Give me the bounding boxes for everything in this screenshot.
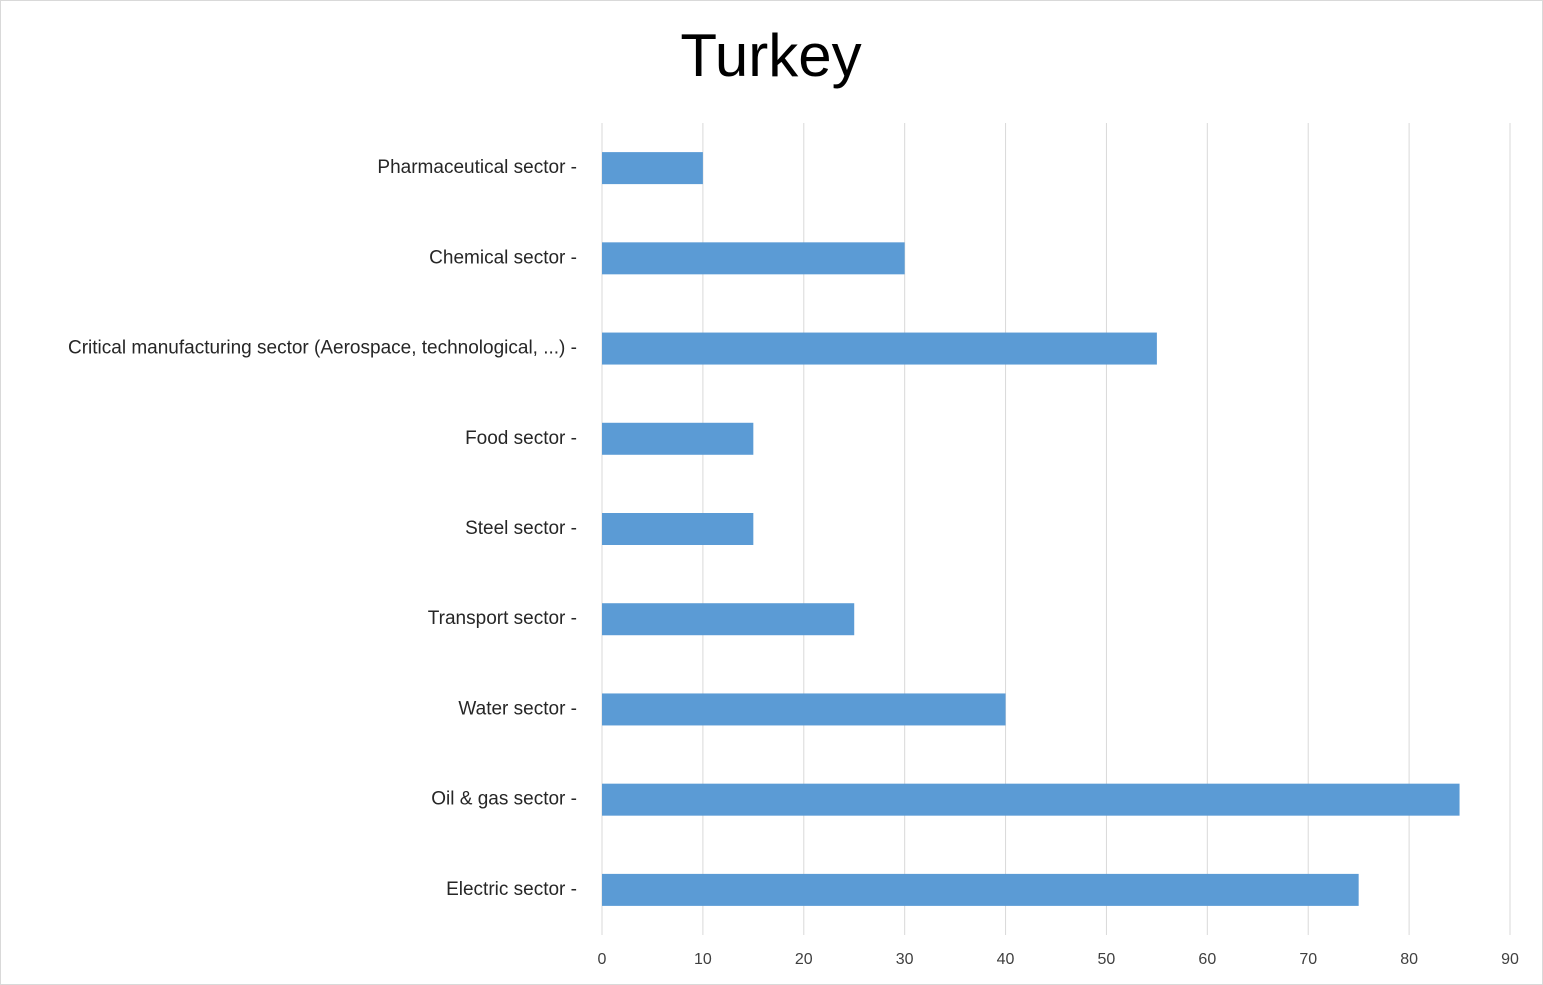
x-tick-label: 50 — [1098, 951, 1116, 968]
x-tick-label: 20 — [795, 951, 813, 968]
bar — [602, 783, 1460, 816]
bar — [602, 603, 855, 636]
y-tick-label: Water sector - — [458, 698, 577, 719]
y-tick-label: Steel sector - — [465, 518, 577, 539]
x-tick-label: 70 — [1299, 951, 1317, 968]
bar — [602, 513, 754, 545]
x-tick-label: 60 — [1198, 951, 1216, 968]
x-tick-label: 30 — [896, 951, 914, 968]
bar — [602, 332, 1157, 365]
bar — [602, 873, 1359, 906]
x-tick-label: 10 — [694, 951, 712, 968]
y-tick-label: Oil & gas sector - — [431, 789, 577, 810]
bar — [602, 422, 754, 455]
y-tick-label: Chemical sector - — [429, 247, 577, 268]
y-tick-label: Transport sector - — [428, 608, 577, 629]
x-tick-label: 0 — [598, 951, 607, 968]
bar — [602, 693, 1006, 726]
x-tick-label: 80 — [1400, 951, 1418, 968]
y-tick-label: Critical manufacturing sector (Aerospace… — [68, 338, 577, 359]
y-tick-label: Electric sector - — [446, 879, 577, 900]
x-tick-label: 90 — [1501, 951, 1519, 968]
y-tick-label: Food sector - — [465, 428, 577, 449]
bar — [602, 242, 905, 275]
y-tick-label: Pharmaceutical sector - — [377, 157, 577, 178]
x-tick-label: 40 — [997, 951, 1015, 968]
chart-title: Turkey — [680, 22, 861, 89]
bar — [602, 152, 703, 185]
